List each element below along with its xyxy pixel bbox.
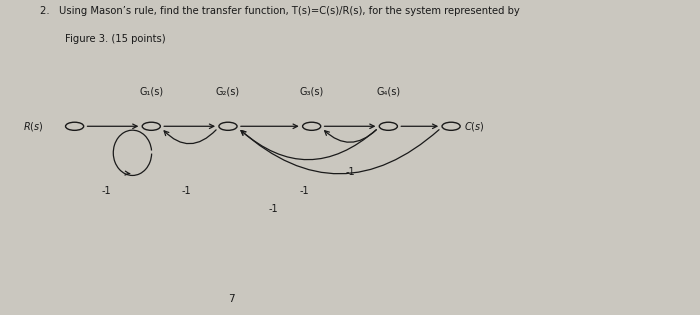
Text: -1: -1 <box>102 186 111 196</box>
Text: G₂(s): G₂(s) <box>216 87 240 97</box>
Text: -1: -1 <box>269 204 278 214</box>
Text: 2.   Using Mason’s rule, find the transfer function, T(s)=C(s)/R(s), for the sys: 2. Using Mason’s rule, find the transfer… <box>40 6 519 16</box>
Text: Figure 3. (15 points): Figure 3. (15 points) <box>40 34 165 44</box>
Text: 7: 7 <box>228 294 235 304</box>
Text: -1: -1 <box>181 186 191 196</box>
Text: $R(s)$: $R(s)$ <box>22 120 43 133</box>
Text: G₄(s): G₄(s) <box>377 87 400 97</box>
Text: $C(s)$: $C(s)$ <box>463 120 484 133</box>
Text: G₃(s): G₃(s) <box>300 87 324 97</box>
Text: -1: -1 <box>345 167 355 177</box>
Text: G₁(s): G₁(s) <box>139 87 163 97</box>
Text: -1: -1 <box>300 186 309 196</box>
